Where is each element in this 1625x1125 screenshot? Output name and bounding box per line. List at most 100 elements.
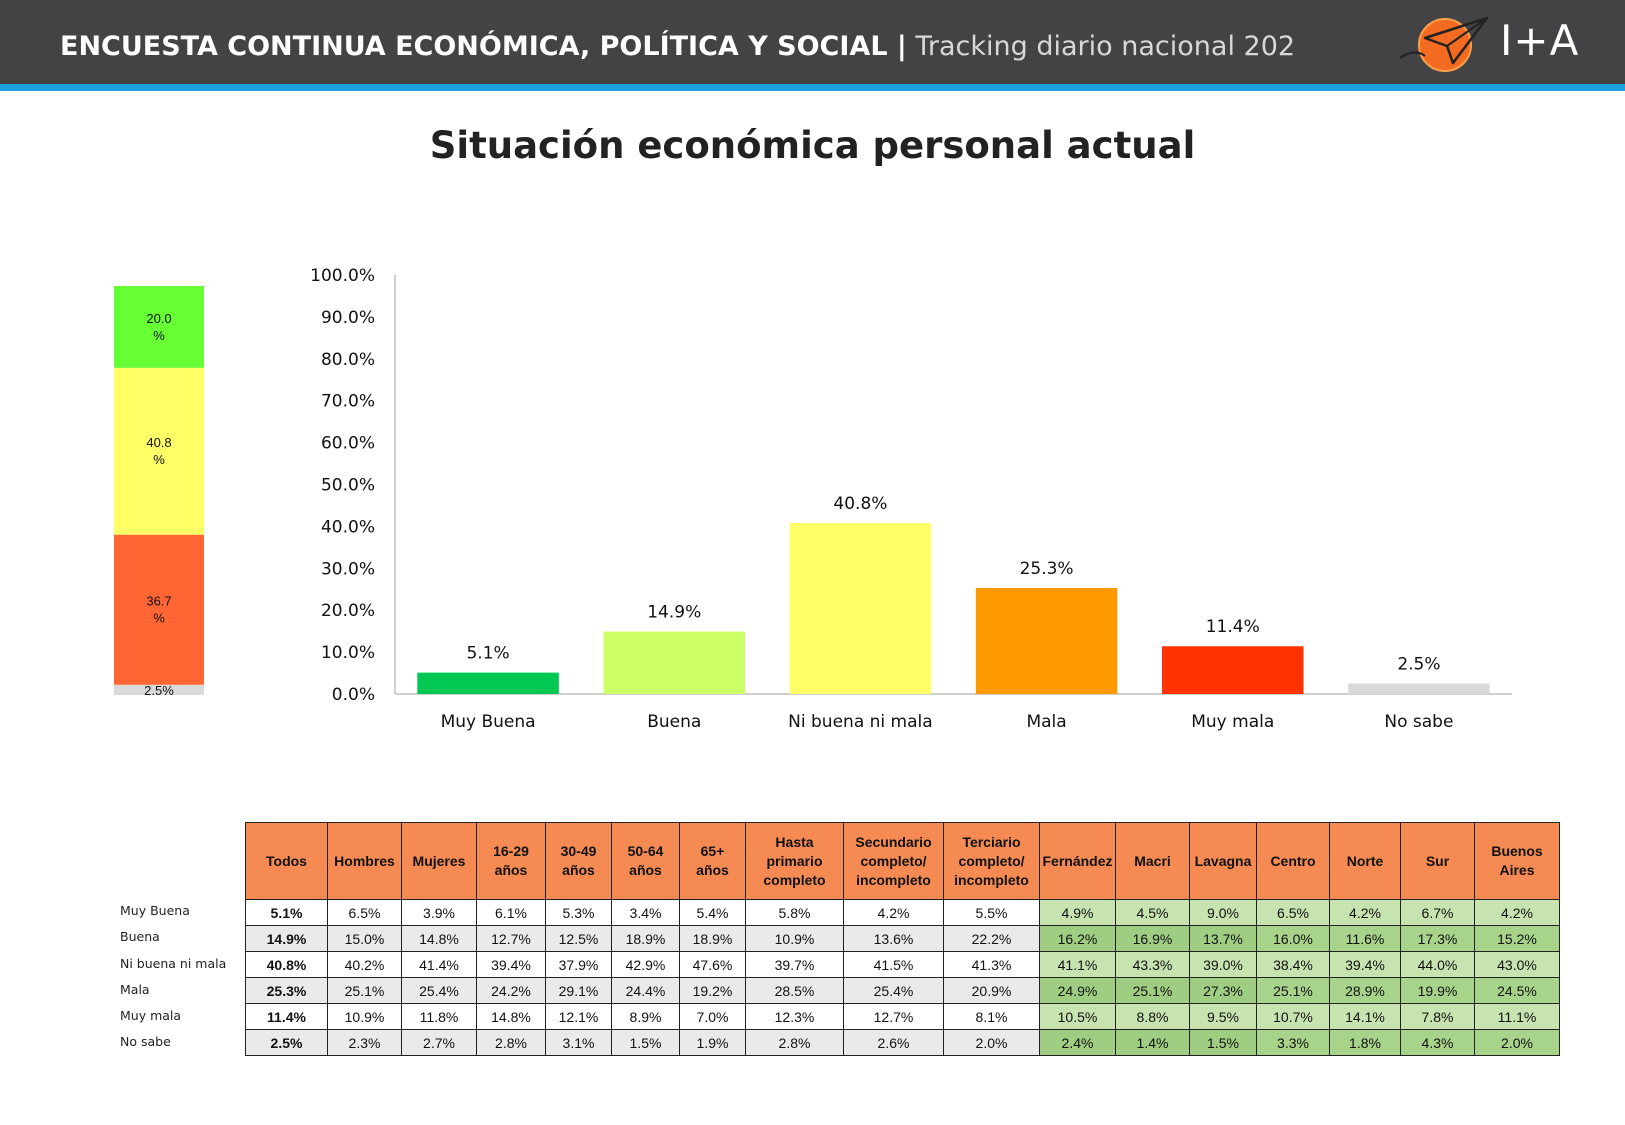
table-cell: 41.4%: [401, 951, 477, 978]
column-header: Hasta primario completo: [745, 822, 844, 900]
table-cell: 6.5%: [327, 899, 402, 926]
table-cell: 40.2%: [327, 951, 402, 978]
table-cell: 9.5%: [1189, 1003, 1257, 1030]
table-cell: 1.9%: [679, 1029, 746, 1056]
bar-value-label: 2.5%: [1397, 655, 1440, 675]
table-cell: 15.2%: [1474, 925, 1560, 952]
table-cell: 41.3%: [943, 951, 1040, 978]
x-tick-label: Mala: [1026, 712, 1066, 732]
table-cell: 27.3%: [1189, 977, 1257, 1004]
table-cell: 25.1%: [1115, 977, 1190, 1004]
table-cell: 12.7%: [843, 1003, 944, 1030]
y-tick-label: 90.0%: [321, 308, 375, 328]
table-cell: 18.9%: [611, 925, 680, 952]
table-cell: 10.9%: [327, 1003, 402, 1030]
table-row: 2.5% 2.3% 2.7% 2.8% 3.1% 1.5% 1.9% 2.8% 2.6% 2.0%…: [245, 1029, 1560, 1056]
table-cell: 47.6%: [679, 951, 746, 978]
bar: [417, 672, 559, 694]
table-cell: 4.3%: [1400, 1029, 1475, 1056]
table-cell: 4.9%: [1039, 899, 1116, 926]
column-header: 50-64 años: [611, 822, 680, 900]
table-cell: 8.8%: [1115, 1003, 1190, 1030]
column-header: 30-49 años: [545, 822, 612, 900]
table-cell: 12.7%: [476, 925, 546, 952]
stack-segment: [114, 286, 204, 368]
table-cell: 6.5%: [1256, 899, 1330, 926]
stack-segment-label: 20.0: [146, 311, 171, 326]
column-header: Todos: [245, 822, 328, 900]
bar: [789, 523, 932, 694]
column-header: Mujeres: [401, 822, 477, 900]
table-cell: 1.5%: [1189, 1029, 1257, 1056]
table-row: 11.4% 10.9% 11.8% 14.8% 12.1% 8.9% 7.0% 12.3% 12…: [245, 1003, 1560, 1030]
table-header-row: Todos Hombres Mujeres 16-29 años 30-49 años 50-…: [245, 822, 1560, 900]
table-cell: 9.0%: [1189, 899, 1257, 926]
table-cell: 11.4%: [245, 1003, 328, 1030]
table-cell: 24.2%: [476, 977, 546, 1004]
header-bar: [0, 0, 1625, 84]
header-accent-line: [0, 84, 1625, 91]
table-cell: 11.8%: [401, 1003, 477, 1030]
table-cell: 28.5%: [745, 977, 844, 1004]
column-header: Sur: [1400, 822, 1475, 900]
table-cell: 12.3%: [745, 1003, 844, 1030]
table-row: 25.3% 25.1% 25.4% 24.2% 29.1% 24.4% 19.2% 28.5%…: [245, 977, 1560, 1004]
table-row: 5.1% 6.5% 3.9% 6.1% 5.3% 3.4% 5.4% 5.8% 4.2% 5.5%…: [245, 899, 1560, 926]
table-cell: 5.5%: [943, 899, 1040, 926]
y-tick-label: 30.0%: [321, 559, 375, 579]
bar: [1162, 646, 1304, 694]
table-cell: 18.9%: [679, 925, 746, 952]
column-header: Terciario completo/incompleto: [943, 822, 1040, 900]
table-row: 14.9% 15.0% 14.8% 12.7% 12.5% 18.9% 18.9% 10.9%…: [245, 925, 1560, 952]
table-cell: 4.5%: [1115, 899, 1190, 926]
brand-logo-text: I+A: [1500, 16, 1580, 65]
table-cell: 24.4%: [611, 977, 680, 1004]
table-cell: 37.9%: [545, 951, 612, 978]
table-cell: 24.5%: [1474, 977, 1560, 1004]
table-cell: 4.2%: [1474, 899, 1560, 926]
table-cell: 43.0%: [1474, 951, 1560, 978]
table-cell: 25.1%: [327, 977, 402, 1004]
y-tick-label: 0.0%: [332, 685, 375, 705]
x-tick-label: Muy mala: [1191, 712, 1274, 732]
bar-chart: 0.0% 10.0% 20.0% 30.0% 40.0% 50.0% 60.0% 70.0% 8…: [310, 266, 1512, 732]
y-tick-label: 70.0%: [321, 392, 375, 412]
table-cell: 1.5%: [611, 1029, 680, 1056]
table-cell: 12.1%: [545, 1003, 612, 1030]
stack-segment-label: 36.7: [146, 594, 171, 609]
y-tick-label: 80.0%: [321, 350, 375, 370]
y-tick-label: 100.0%: [310, 266, 375, 286]
stack-segment-label: %: [153, 452, 165, 467]
table-cell: 13.6%: [843, 925, 944, 952]
table-cell: 2.7%: [401, 1029, 477, 1056]
bar-value-label: 40.8%: [833, 494, 887, 514]
table-cell: 39.0%: [1189, 951, 1257, 978]
column-header: Fernández: [1039, 822, 1116, 900]
bar-value-label: 25.3%: [1020, 559, 1074, 579]
column-header: Centro: [1256, 822, 1330, 900]
table-cell: 6.7%: [1400, 899, 1475, 926]
table-cell: 2.8%: [476, 1029, 546, 1056]
table-cell: 44.0%: [1400, 951, 1475, 978]
table-cell: 39.4%: [476, 951, 546, 978]
bar-value-label: 14.9%: [647, 603, 701, 623]
x-tick-label: Ni buena ni mala: [788, 712, 932, 732]
table-cell: 10.5%: [1039, 1003, 1116, 1030]
header-title-main: ENCUESTA CONTINUA ECONÓMICA, POLÍTICA Y …: [60, 31, 907, 62]
table-cell: 8.9%: [611, 1003, 680, 1030]
table-cell: 2.0%: [943, 1029, 1040, 1056]
column-header: Buenos Aires: [1474, 822, 1560, 900]
table-cell: 7.0%: [679, 1003, 746, 1030]
stack-segment-label: 40.8: [146, 435, 171, 450]
table-cell: 10.7%: [1256, 1003, 1330, 1030]
table-cell: 16.0%: [1256, 925, 1330, 952]
table-cell: 29.1%: [545, 977, 612, 1004]
table-cell: 11.6%: [1329, 925, 1401, 952]
stack-segment: [114, 367, 204, 535]
table-cell: 5.4%: [679, 899, 746, 926]
table-cell: 17.3%: [1400, 925, 1475, 952]
column-header: 65+ años: [679, 822, 746, 900]
table-cell: 5.1%: [245, 899, 328, 926]
table-cell: 22.2%: [943, 925, 1040, 952]
header-title-sub: Tracking diario nacional 202: [915, 31, 1296, 62]
